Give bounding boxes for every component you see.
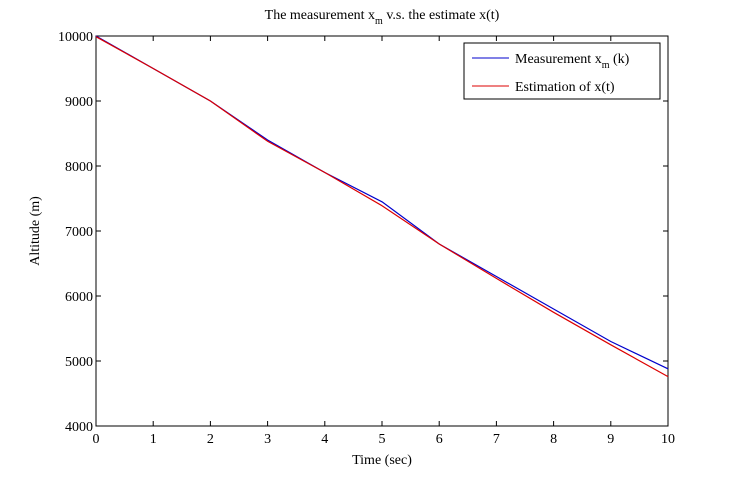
x-tick-label: 1 — [150, 432, 157, 447]
y-tick-label: 10000 — [58, 30, 93, 45]
legend-label-measurement-prefix: Measurement x — [515, 52, 602, 67]
x-tick-label: 0 — [93, 432, 100, 447]
y-tick-label: 5000 — [65, 355, 93, 370]
y-tick-label: 4000 — [65, 420, 93, 435]
x-tick-label: 7 — [493, 432, 500, 447]
plot-area — [95, 35, 669, 427]
legend-label-measurement-suffix: (k) — [609, 52, 629, 67]
legend-label-estimation: Estimation of x(t) — [515, 80, 615, 95]
y-axis-label: Altitude (m) — [28, 196, 43, 266]
chart-title-subscript: m — [375, 16, 383, 27]
legend-label-measurement-subscript: m — [602, 60, 610, 71]
x-tick-label: 6 — [436, 432, 443, 447]
estimation-series-line — [95, 36, 669, 378]
x-tick-label: 5 — [379, 432, 386, 447]
series-lines — [95, 35, 669, 378]
legend: Measurement xm (k) Estimation of x(t) — [463, 42, 661, 100]
x-tick-label: 8 — [550, 432, 557, 447]
y-tick-label: 7000 — [65, 225, 93, 240]
y-tick-label: 6000 — [65, 290, 93, 305]
chart-title-suffix: v.s. the estimate x(t) — [383, 8, 500, 23]
legend-label-measurement: Measurement xm (k) — [515, 52, 630, 71]
x-axis-label: Time (sec) — [352, 453, 412, 468]
axis-ticks: 0 1 2 3 4 5 6 7 8 9 10 4000 5000 6000 7000 8000 9000 1000… — [58, 30, 675, 447]
x-tick-label: 3 — [264, 432, 271, 447]
chart-title-prefix: The measurement x — [265, 8, 375, 23]
y-tick-label: 9000 — [65, 95, 93, 110]
x-tick-label: 9 — [607, 432, 614, 447]
chart-title: The measurement xm v.s. the estimate x(t… — [265, 8, 500, 27]
x-tick-label: 2 — [207, 432, 214, 447]
x-tick-label: 10 — [661, 432, 675, 447]
x-tick-label: 4 — [321, 432, 328, 447]
legend-box — [463, 42, 661, 100]
y-tick-label: 8000 — [65, 160, 93, 175]
